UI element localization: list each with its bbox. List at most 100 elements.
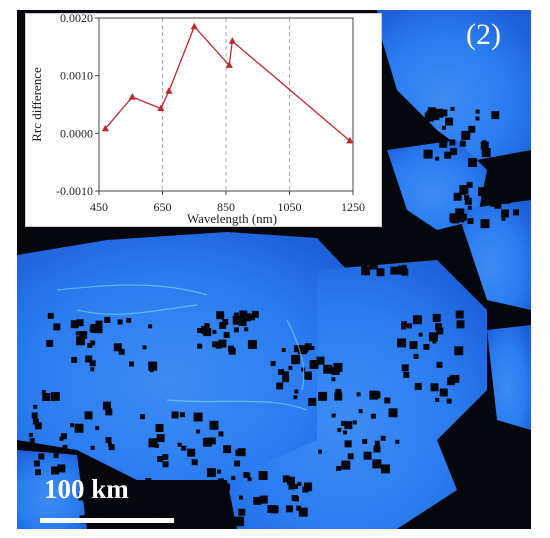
plume-streak (76, 304, 198, 315)
cloud-block (373, 391, 381, 399)
cloud-block (212, 341, 219, 348)
cloud-block (459, 185, 469, 194)
cloud-block (467, 218, 474, 224)
cloud-block (393, 239, 402, 248)
x-tick-label: 850 (217, 200, 235, 214)
cloud-block (182, 509, 189, 516)
cloud-block (347, 253, 352, 258)
plume-streak (166, 399, 308, 411)
cloud-block (344, 421, 353, 430)
cloud-block (78, 493, 86, 501)
cloud-block (245, 473, 251, 478)
cloud-block (189, 486, 195, 491)
cloud-block (148, 438, 158, 448)
cloud-block (494, 201, 502, 209)
water-patch (457, 200, 531, 310)
cloud-block (35, 469, 41, 476)
cloud-block (105, 437, 112, 443)
series-line (104, 25, 351, 142)
cloud-block (444, 151, 452, 159)
cloud-block (219, 322, 227, 329)
cloud-block (76, 319, 84, 327)
cloud-block (90, 340, 96, 346)
cloud-block (502, 181, 507, 185)
scale-bar (40, 518, 174, 523)
cloud-block (430, 111, 440, 121)
cloud-block (424, 112, 434, 122)
cloud-block (399, 238, 404, 243)
cloud-block (428, 332, 438, 342)
cloud-block (282, 375, 290, 383)
cloud-block (344, 440, 352, 448)
cloud-block (362, 438, 368, 444)
cloud-block (361, 266, 371, 276)
cloud-block (287, 476, 295, 485)
cloud-block (155, 424, 164, 432)
cloud-block (235, 449, 242, 456)
cloud-block (376, 268, 385, 277)
cloud-block (70, 320, 79, 329)
cloud-block (223, 445, 232, 454)
cloud-block (217, 469, 222, 474)
cloud-block (302, 486, 309, 493)
cloud-block (475, 116, 480, 121)
cloud-block (237, 448, 246, 457)
cloud-block (216, 311, 225, 320)
cloud-block (497, 190, 504, 197)
cloud-block (53, 323, 61, 331)
cloud-block (140, 414, 145, 420)
cloud-block (481, 148, 491, 158)
cloud-block (47, 312, 54, 319)
cloud-block (84, 411, 93, 420)
cloud-block (398, 265, 407, 275)
cloud-block (423, 344, 430, 350)
cloud-block (316, 356, 325, 365)
cloud-block (234, 460, 241, 467)
cloud-block (242, 313, 251, 322)
cloud-block (358, 243, 365, 250)
cloud-block (480, 219, 490, 229)
cloud-block (407, 323, 412, 329)
cloud-block (218, 431, 224, 437)
cloud-block (355, 249, 361, 255)
cloud-block (449, 375, 456, 382)
data-point-marker (128, 93, 136, 100)
cloud-block (363, 451, 372, 460)
cloud-block (62, 444, 68, 450)
cloud-block (251, 310, 259, 318)
cloud-block (228, 345, 234, 352)
cloud-block (174, 509, 180, 515)
cloud-block (318, 391, 328, 401)
cloud-block (369, 261, 378, 270)
cloud-block (464, 194, 470, 200)
cloud-block (432, 339, 437, 344)
cloud-block (446, 398, 452, 404)
cloud-block (89, 325, 96, 332)
cloud-block (71, 356, 78, 363)
cloud-block (360, 239, 367, 245)
cloud-block (41, 390, 46, 395)
cloud-block (401, 364, 409, 372)
cloud-block (201, 325, 209, 334)
cloud-block (341, 420, 347, 426)
cloud-block (455, 310, 464, 319)
chart-svg: -0.0010 0.0000 0.0010 0.0020 450 650 850 1050 1… (29, 14, 365, 226)
cloud-block (118, 348, 125, 355)
cloud-block (461, 190, 466, 195)
cloud-block (301, 345, 309, 353)
cloud-block (308, 397, 317, 406)
cloud-block (402, 256, 409, 263)
cloud-block (32, 418, 39, 425)
cloud-block (466, 181, 473, 188)
cloud-block (87, 343, 93, 348)
x-axis-title: Wavelength (nm) (187, 211, 277, 226)
cloud-block (181, 445, 187, 451)
cloud-block (436, 327, 444, 335)
cloud-block (414, 382, 422, 390)
cloud-block (222, 319, 229, 325)
cloud-block (438, 135, 445, 142)
cloud-block (78, 486, 83, 491)
cloud-block (358, 409, 363, 414)
cloud-block (439, 388, 448, 397)
